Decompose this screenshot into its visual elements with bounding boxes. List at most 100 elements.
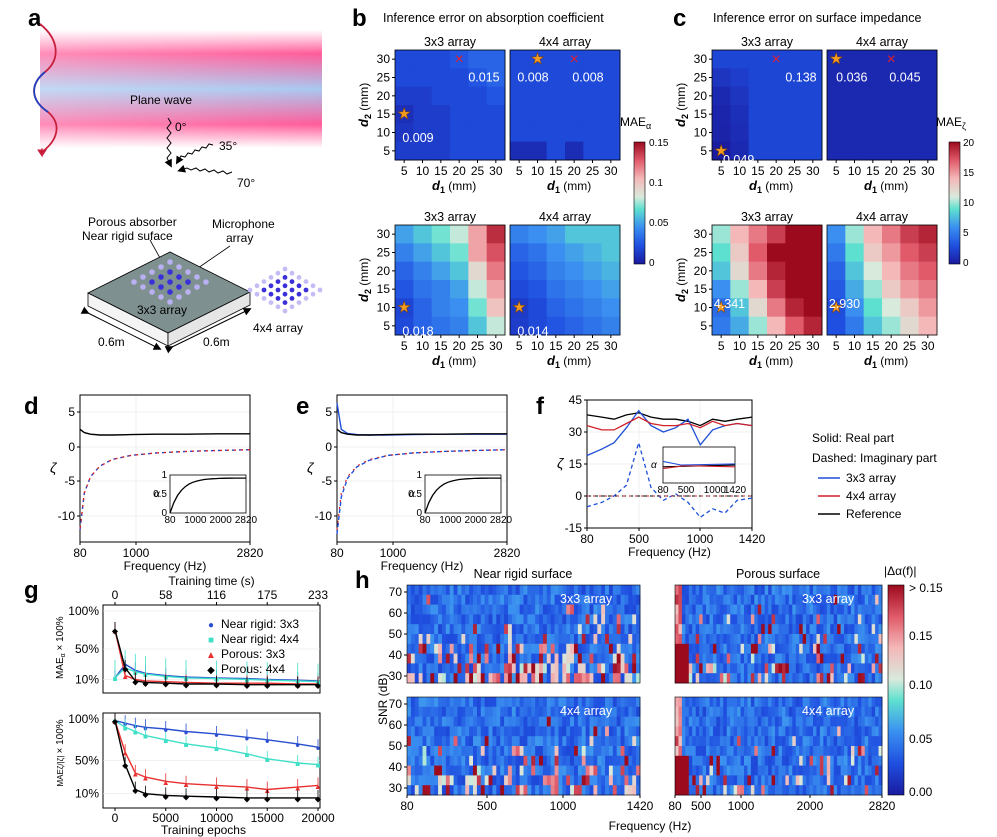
data-marker: ■: [245, 750, 250, 759]
y-tick-label: -10: [58, 509, 76, 523]
snr-heatmap-cell: [864, 604, 869, 615]
x-tick-label: 30: [921, 339, 935, 353]
snr-heatmap-cell: [523, 604, 528, 615]
heatmap-cell: [863, 280, 883, 299]
snr-heatmap-cell: [461, 663, 466, 674]
x-tick-label: 15: [549, 164, 563, 178]
snr-heatmap-cell: [597, 594, 602, 605]
snr-heatmap-cell: [511, 673, 517, 684]
snr-heatmap-cell: [449, 726, 454, 737]
snr-heatmap-cell: [778, 716, 783, 727]
y-tick-label: 20: [694, 89, 708, 103]
snr-heatmap-cell: [434, 653, 439, 664]
snr-heatmap-cell: [608, 673, 614, 684]
snr-heatmap-cell: [685, 785, 690, 796]
heatmap-frame: [711, 49, 823, 161]
heatmap-cell: [882, 105, 901, 124]
snr-heatmap-cell: [778, 634, 783, 645]
snr-heatmap-cell: [441, 624, 447, 635]
snr-heatmap-cell: [695, 643, 700, 654]
snr-heatmap-cell: [792, 624, 797, 635]
snr-heatmap-cell: [457, 594, 462, 605]
snr-heatmap-cell: [847, 716, 852, 727]
snr-heatmap-cell: [445, 673, 451, 684]
microphone-dot: [296, 300, 302, 305]
snr-heatmap-cell: [461, 697, 466, 708]
snr-heatmap-cell: [577, 604, 583, 615]
snr-heatmap-cell: [542, 585, 548, 596]
snr-heatmap-cell: [515, 746, 521, 757]
snr-heatmap-cell: [837, 624, 841, 635]
snr-heatmap-cell: [816, 604, 821, 615]
snr-heatmap-cell: [754, 653, 759, 664]
snr-heatmap-cell: [719, 697, 724, 708]
snr-heatmap-cell: [438, 643, 443, 654]
snr-heatmap-cell: [875, 594, 879, 605]
snr-heatmap-cell: [441, 746, 447, 757]
snr-heatmap-cell: [878, 736, 883, 747]
snr-heatmap-cell: [795, 614, 800, 625]
snr-heatmap-cell: [730, 634, 735, 645]
snr-heatmap-cell: [723, 673, 728, 684]
snr-heatmap-cell: [461, 604, 466, 615]
snr-heatmap-cell: [768, 785, 772, 796]
snr-heatmap-cell: [531, 604, 536, 615]
snr-heatmap-cell: [802, 755, 807, 766]
snr-heatmap-cell: [597, 736, 602, 747]
snr-heatmap-cell: [438, 663, 443, 674]
inset-y-tick-label: 1: [416, 470, 422, 481]
microphone-dot: [310, 283, 316, 289]
snr-heatmap-cell: [430, 643, 435, 654]
snr-heatmap-cell: [685, 726, 690, 737]
h-title-right: Porous surface: [736, 567, 820, 581]
heatmap-frame: [674, 696, 883, 796]
snr-heatmap-cell: [570, 663, 575, 674]
cbar-b-tick: 0.05: [649, 218, 669, 229]
legend-label: Near rigid: 3x3: [221, 617, 299, 631]
x-tick-label: 20: [452, 339, 466, 353]
snr-heatmap-cell: [492, 716, 497, 727]
microphone-dot: [275, 304, 281, 310]
snr-heatmap-cell: [850, 624, 855, 635]
snr-heatmap-cell: [531, 765, 536, 776]
snr-heatmap-cell: [492, 726, 497, 737]
data-marker: ■: [113, 674, 118, 683]
snr-heatmap-cell: [864, 653, 869, 664]
snr-heatmap-cell: [410, 594, 416, 605]
snr-heatmap-cell: [453, 736, 458, 747]
snr-heatmap-cell: [809, 604, 814, 615]
snr-heatmap-cell: [410, 716, 416, 727]
snr-heatmap-cell: [688, 634, 693, 645]
snr-heatmap-cell: [480, 755, 486, 766]
snr-heatmap-cell: [566, 775, 571, 786]
snr-heatmap-cell: [802, 775, 807, 786]
snr-heatmap-cell: [737, 755, 741, 766]
snr-heatmap-cell: [410, 604, 416, 615]
snr-heatmap-cell: [515, 653, 521, 664]
cross-value-label: 0.045: [889, 71, 920, 85]
snr-heatmap-cell: [539, 673, 544, 684]
snr-heatmap-cell: [778, 585, 783, 596]
axis-unit: (mm): [560, 179, 591, 193]
snr-heatmap-cell: [761, 614, 766, 625]
snr-heatmap-cell: [864, 585, 869, 596]
snr-heatmap-cell: [608, 643, 614, 654]
heatmap-cell: [845, 261, 865, 281]
snr-heatmap-cell: [496, 673, 501, 684]
axis-symbol: d: [547, 353, 556, 368]
snr-heatmap-cell: [632, 604, 637, 615]
snr-heatmap-cell: [488, 716, 493, 727]
snr-heatmap-cell: [688, 726, 693, 737]
heatmap-cell: [431, 243, 451, 263]
snr-heatmap-cell: [799, 736, 804, 747]
snr-heatmap-cell: [678, 604, 683, 615]
snr-heatmap-cell: [761, 746, 766, 757]
snr-heatmap-cell: [624, 673, 629, 684]
snr-heatmap-cell: [861, 634, 866, 645]
y-tick-label: 45: [569, 393, 583, 407]
heatmap-cell: [431, 105, 451, 124]
snr-heatmap-cell: [620, 706, 625, 717]
snr-heatmap-cell: [605, 755, 610, 766]
snr-heatmap-cell: [709, 643, 714, 654]
snr-heatmap-cell: [418, 614, 423, 625]
